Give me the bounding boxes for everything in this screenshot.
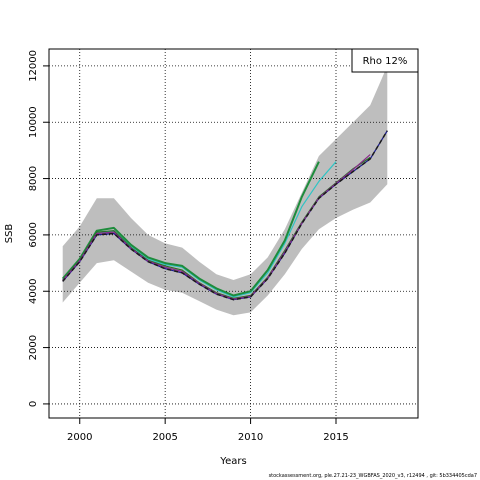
series-line-3 <box>61 161 320 297</box>
y-axis: 0 2000 4000 6000 8000 10000 12000 <box>28 50 49 407</box>
y-tick-label: 0 <box>28 401 39 407</box>
x-axis-title: Years <box>219 456 246 467</box>
series-lines <box>61 130 388 301</box>
legend-box <box>351 48 419 73</box>
x-axis: 2000 2005 2010 2015 <box>67 418 349 443</box>
y-tick-label: 12000 <box>28 50 39 82</box>
x-tick-label: 2005 <box>152 432 177 443</box>
y-tick-label: 10000 <box>28 106 39 138</box>
series-line-4 <box>62 156 371 299</box>
series-line-6 <box>62 130 388 301</box>
x-tick-label: 2015 <box>323 432 348 443</box>
y-tick-label: 6000 <box>28 222 39 247</box>
x-tick-label: 2000 <box>67 432 92 443</box>
legend: Rho 12% <box>351 48 419 73</box>
y-axis-title: SSB <box>4 224 15 244</box>
plot-frame <box>48 48 419 419</box>
y-tick-label: 8000 <box>28 166 39 191</box>
y-tick-label: 2000 <box>28 335 39 360</box>
x-tick-label: 2010 <box>238 432 263 443</box>
footer-credit: stockassessment.org, ple.27.21-23_WGBFAS… <box>268 473 477 479</box>
legend-label: Rho 12% <box>363 56 408 67</box>
confidence-band-area <box>62 65 388 316</box>
y-tick-label: 4000 <box>28 279 39 304</box>
confidence-band <box>62 65 388 316</box>
